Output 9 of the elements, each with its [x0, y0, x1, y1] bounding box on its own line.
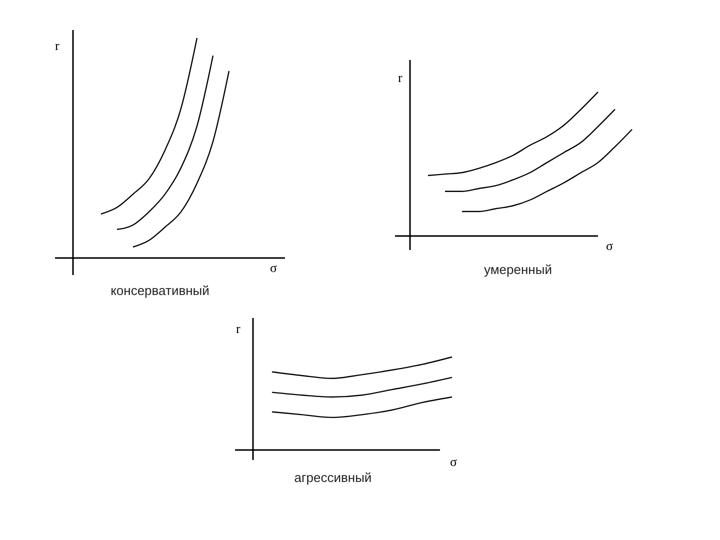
y-axis-title: r — [398, 70, 403, 85]
text: умеренный — [484, 262, 552, 277]
x-axis-title: σ — [450, 454, 458, 469]
text: консервативный — [110, 283, 210, 298]
x-axis-title: σ — [606, 238, 614, 253]
text: агрессивный — [294, 470, 372, 485]
x-axis-title: σ — [270, 260, 278, 275]
y-axis-title: r — [55, 38, 60, 53]
y-axis-title: r — [236, 321, 241, 336]
